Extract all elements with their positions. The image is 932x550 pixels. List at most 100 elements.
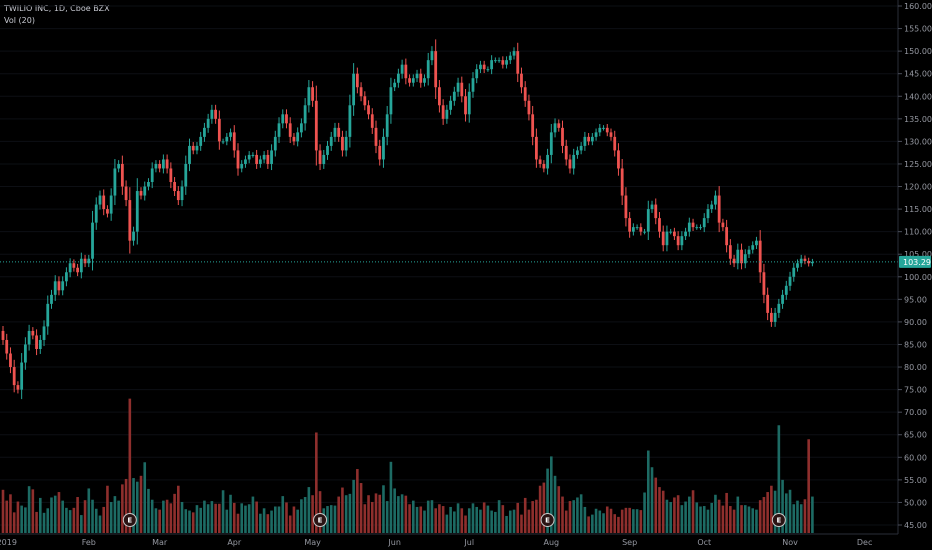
candle: [173, 177, 176, 196]
earnings-marker: E: [540, 513, 555, 527]
candle-body: [106, 209, 109, 214]
candle-body: [68, 263, 72, 273]
candle-body: [617, 150, 620, 169]
volume-bar: [57, 492, 61, 533]
candle-body: [471, 78, 475, 92]
candle: [717, 186, 721, 233]
volume-bar: [307, 487, 311, 533]
candle-body: [79, 258, 83, 273]
candle: [341, 130, 344, 157]
candle-body: [781, 294, 784, 304]
volume-bar: [389, 461, 393, 533]
candle: [199, 131, 203, 151]
candle-body: [214, 109, 218, 119]
candle: [191, 142, 195, 155]
candle-body: [87, 258, 91, 264]
volume-bar: [382, 485, 385, 533]
candle: [445, 104, 449, 124]
candle: [490, 55, 494, 75]
candle: [221, 138, 225, 145]
candle-body: [38, 339, 42, 349]
candle: [658, 212, 661, 238]
candle: [792, 262, 796, 282]
time-axis-label: Mar: [152, 538, 168, 547]
candle-body: [240, 163, 244, 169]
volume-bar: [39, 497, 42, 533]
candle: [602, 125, 605, 131]
candle: [270, 144, 273, 171]
candle-body: [94, 204, 98, 223]
candle-body: [699, 227, 702, 229]
volume-bar: [482, 502, 486, 533]
volume-bar: [743, 505, 747, 533]
candle-body: [482, 64, 486, 70]
candle-body: [811, 261, 814, 264]
candle-body: [587, 136, 591, 142]
candle: [232, 125, 236, 158]
candle: [631, 223, 635, 236]
candle-body: [393, 82, 397, 88]
grid-lines: [0, 5, 898, 526]
earnings-marker-circle: [122, 513, 137, 527]
volume-bar: [72, 507, 76, 533]
volume-bar: [188, 510, 191, 533]
volume-bar: [195, 505, 199, 533]
volume-bar: [352, 479, 355, 533]
candle-body: [251, 154, 255, 156]
candle: [613, 130, 617, 157]
volume-bar: [337, 496, 340, 533]
volume-bar: [113, 496, 117, 533]
candle: [531, 105, 535, 146]
candle: [572, 148, 576, 175]
volume-bar: [706, 509, 710, 533]
candle: [609, 128, 613, 141]
volume-bar: [811, 496, 814, 533]
candle: [721, 218, 725, 231]
candle-body: [796, 263, 799, 268]
volume-bar: [441, 506, 445, 533]
candle-body: [792, 267, 796, 277]
last-price-tag-bg: [899, 255, 931, 268]
volume-bar: [180, 501, 184, 533]
volume-bar: [464, 515, 467, 533]
candle: [98, 190, 102, 210]
candle-body: [120, 163, 124, 187]
candle: [240, 160, 244, 173]
candle-body: [303, 105, 307, 124]
volume-bar: [617, 516, 620, 533]
candle: [76, 263, 79, 277]
candle: [673, 227, 676, 241]
volume-bar: [203, 500, 206, 533]
candle: [378, 139, 382, 166]
candle: [203, 122, 206, 142]
candle: [807, 257, 811, 267]
candle-body: [520, 73, 523, 88]
price-axis-label: 50.00: [904, 498, 927, 507]
candle-body: [508, 55, 512, 61]
candle: [527, 94, 531, 121]
volume-bar: [65, 507, 68, 533]
candle-body: [408, 78, 411, 83]
volume-bar: [251, 496, 255, 533]
volume-bar: [568, 501, 572, 533]
volume-bar: [35, 511, 38, 533]
candle-body: [766, 294, 770, 313]
candle-body: [620, 168, 624, 196]
candle-body: [411, 78, 415, 83]
volume-bar: [277, 506, 281, 533]
volume-bar: [169, 503, 173, 533]
candle: [590, 133, 594, 146]
volume-bar: [109, 501, 113, 533]
candle-body: [460, 82, 464, 97]
volume-bar: [460, 508, 464, 533]
volume-bar: [740, 505, 743, 533]
candle-body: [255, 154, 259, 164]
candle: [344, 130, 348, 157]
volume-bar: [449, 506, 452, 533]
candle-body: [631, 227, 635, 232]
candle-body: [359, 87, 363, 97]
candle-body: [50, 294, 53, 304]
volume-bar: [296, 509, 299, 533]
